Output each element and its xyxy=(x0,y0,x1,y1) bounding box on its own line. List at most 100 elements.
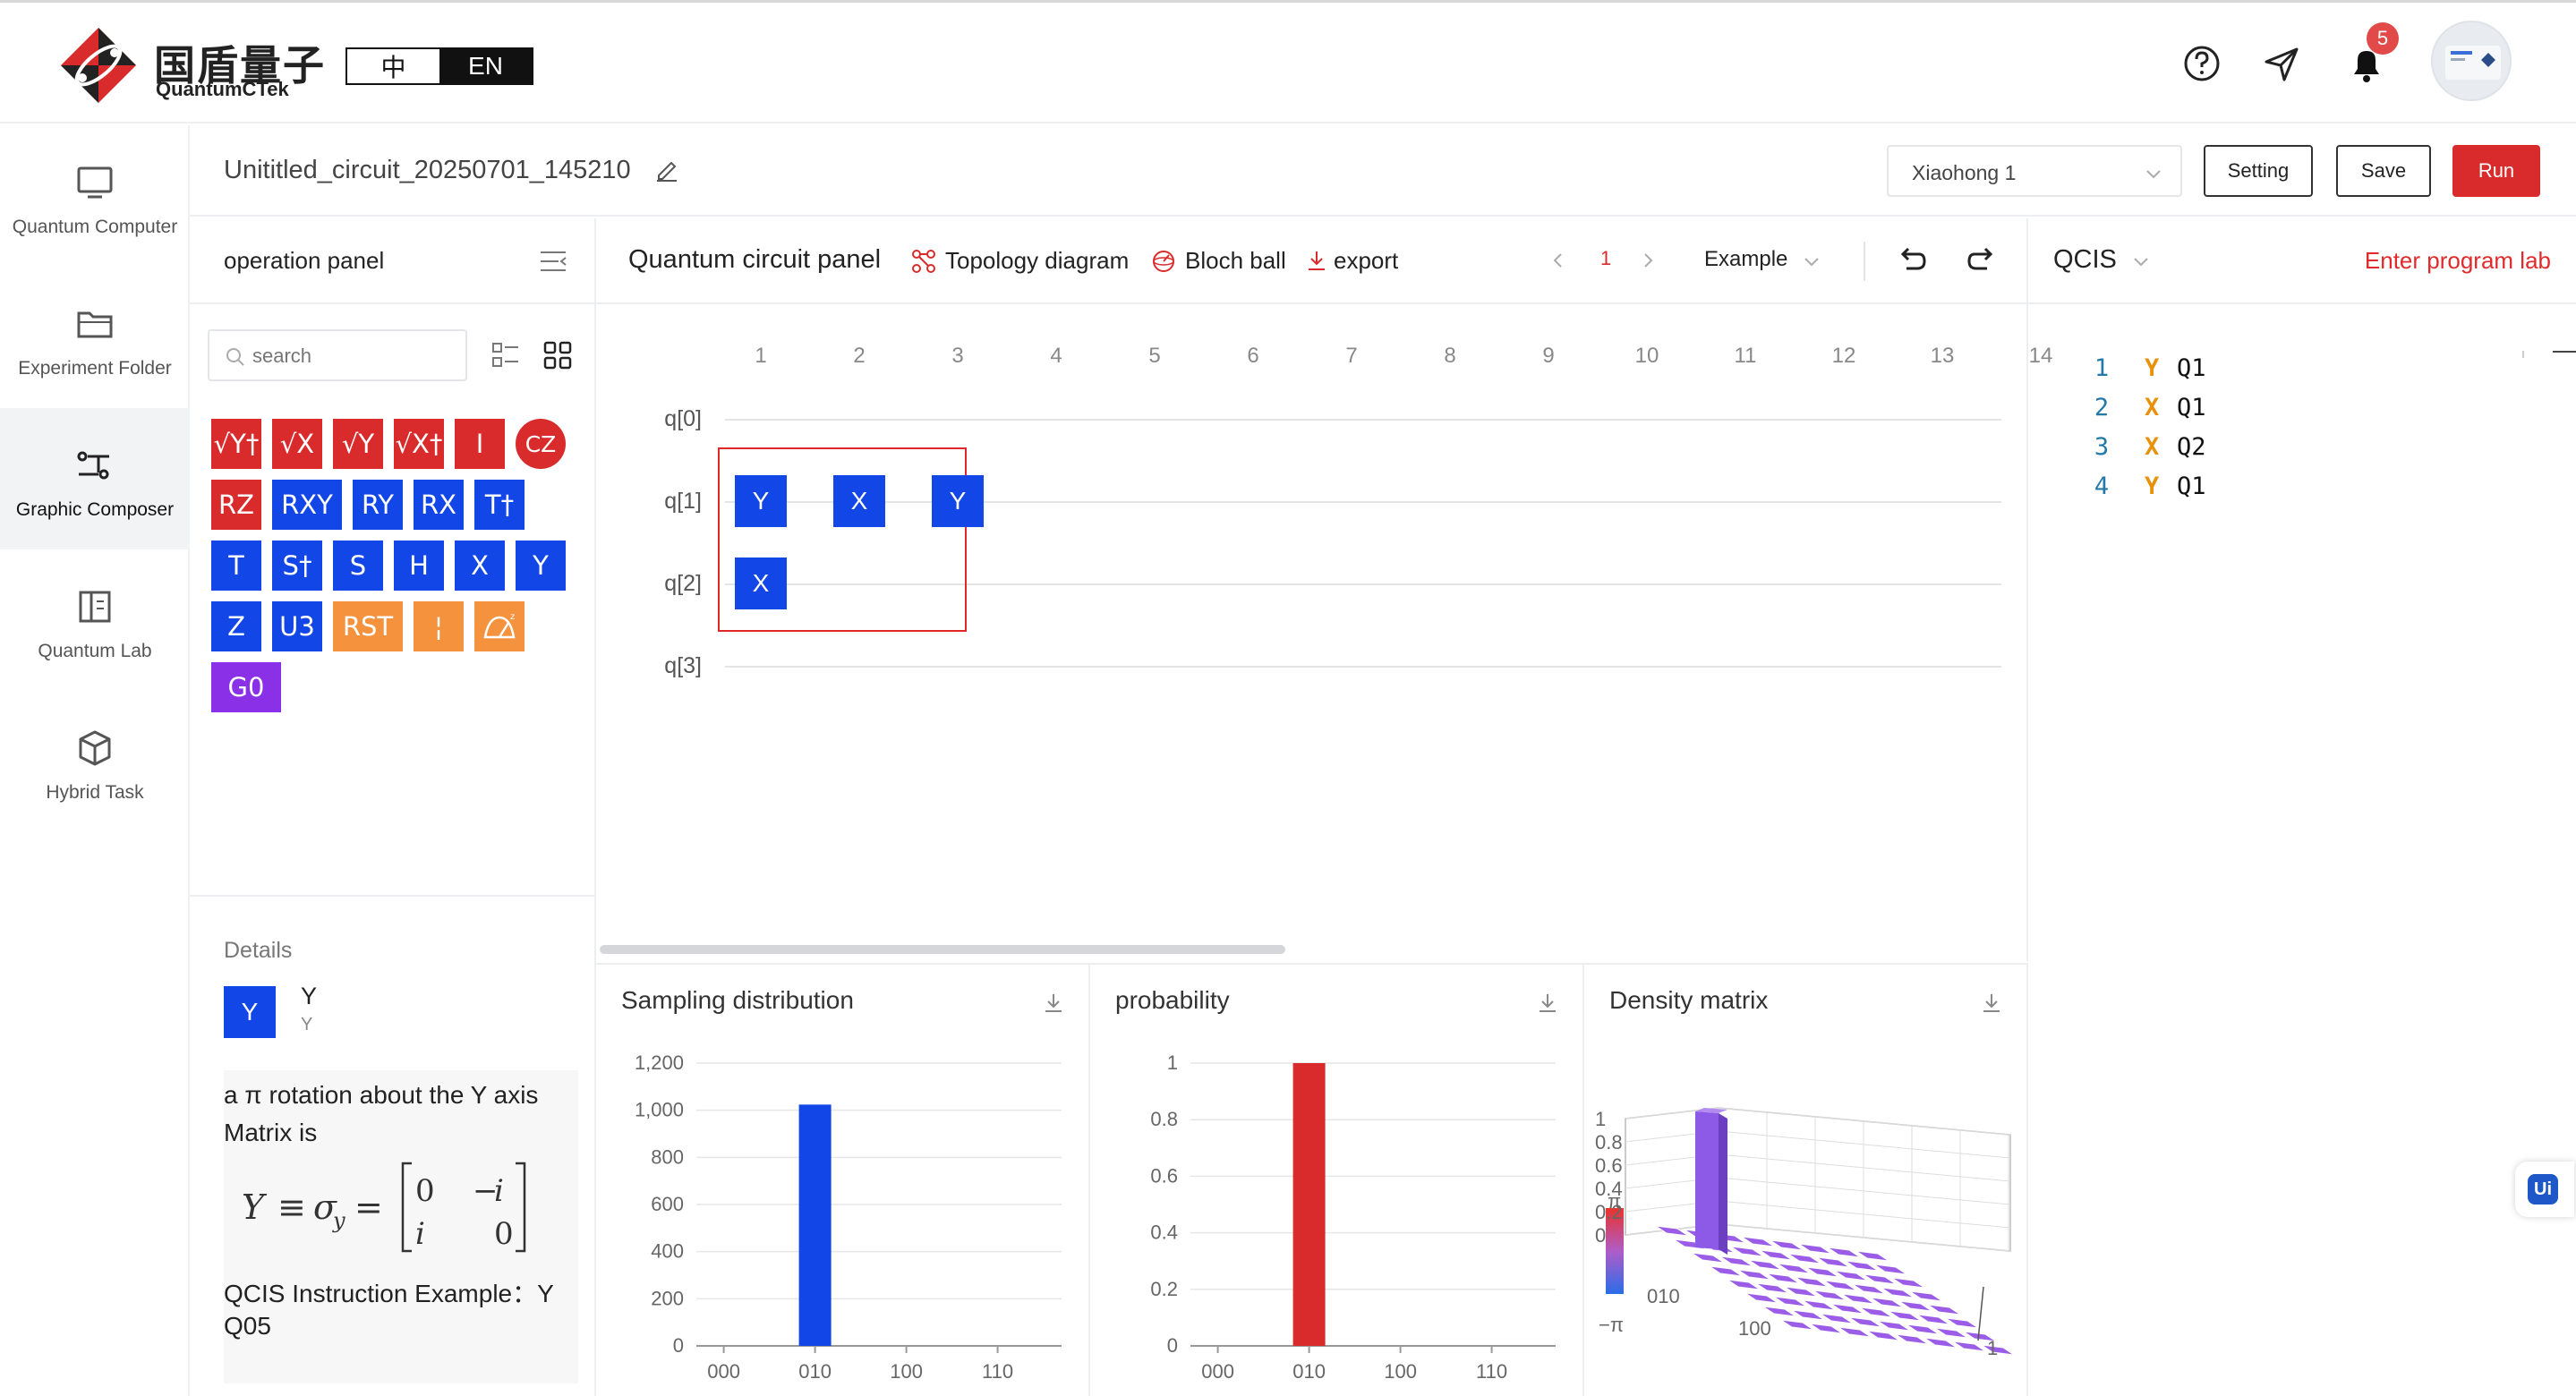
qubit-wire[interactable] xyxy=(725,419,2001,421)
gate-rx[interactable]: RX xyxy=(414,480,464,530)
collapse-menu-icon[interactable] xyxy=(537,245,569,277)
gate-rst[interactable]: RST xyxy=(333,601,403,651)
list-view-icon[interactable] xyxy=(490,340,521,370)
gate-u3[interactable]: U3 xyxy=(272,601,322,651)
qubit-wire[interactable] xyxy=(725,583,2001,585)
help-icon[interactable] xyxy=(2177,38,2227,89)
edit-icon[interactable] xyxy=(653,156,680,183)
download-icon[interactable] xyxy=(1042,992,1065,1015)
y-tick-label: 0.2 xyxy=(1150,1278,1178,1300)
gate-search[interactable] xyxy=(208,329,467,381)
lang-cn-option[interactable]: 中 xyxy=(347,49,439,83)
x-tick-label: 110 xyxy=(982,1360,1013,1383)
grid-view-icon[interactable] xyxy=(542,340,573,370)
details-gate-name: Y xyxy=(301,983,318,1009)
topology-icon[interactable] xyxy=(911,249,936,274)
download-icon[interactable] xyxy=(1305,249,1328,272)
nav-item-hybrid-task[interactable]: Hybrid Task xyxy=(0,691,190,832)
gate-measure[interactable]: z xyxy=(474,601,525,651)
bar[interactable] xyxy=(798,1104,832,1346)
send-icon[interactable] xyxy=(2257,38,2307,89)
setting-button[interactable]: Setting xyxy=(2204,145,2313,197)
density-tile xyxy=(1827,1247,1861,1258)
nav-item-experiment-folder[interactable]: Experiment Folder xyxy=(0,267,190,408)
ui-assistant-button[interactable]: Ui xyxy=(2515,1162,2574,1217)
example-dropdown[interactable]: Example xyxy=(1704,247,1788,271)
editor-minimap-marker xyxy=(2553,351,2576,353)
placed-gate-x[interactable]: X xyxy=(833,475,885,527)
enter-program-lab-link[interactable]: Enter program lab xyxy=(2364,247,2551,274)
density-tile xyxy=(1759,1249,1793,1261)
lang-en-option[interactable]: EN xyxy=(439,49,532,83)
download-icon[interactable] xyxy=(1536,992,1559,1015)
svg-text:i: i xyxy=(415,1216,425,1252)
code-arg: Q2 xyxy=(2177,433,2206,461)
y-tick-label: 1,000 xyxy=(635,1099,684,1121)
bar[interactable] xyxy=(1292,1063,1326,1346)
peak-bar[interactable] xyxy=(1695,1111,1719,1249)
gate-z[interactable]: Z xyxy=(211,601,261,651)
qubit-wire[interactable] xyxy=(725,501,2001,503)
gate-g0[interactable]: G0 xyxy=(211,662,281,712)
download-icon[interactable] xyxy=(1980,992,2003,1015)
gate-t[interactable]: T xyxy=(211,541,261,591)
run-button[interactable]: Run xyxy=(2452,145,2540,197)
computer-select[interactable]: Xiaohong 1 xyxy=(1887,145,2182,197)
gate-i[interactable]: I xyxy=(455,419,505,469)
nav-item-quantum-lab[interactable]: Quantum Lab xyxy=(0,549,190,691)
svg-text:0: 0 xyxy=(415,1173,435,1209)
density-tile xyxy=(1820,1313,1854,1324)
probability-panel: probability 0 0.2 0.4 0.6 0.8 1 000 010 100 110 xyxy=(1090,963,1584,1396)
gate-s-dagger[interactable]: S† xyxy=(272,541,322,591)
peak-bar-side xyxy=(1719,1113,1727,1255)
chevron-down-icon[interactable] xyxy=(2132,252,2150,270)
qcis-panel: QCIS Enter program lab 1 Y Q1 2 X Q1 3 X… xyxy=(2028,218,2576,1396)
gate-y[interactable]: Y xyxy=(516,541,566,591)
qubit-wire[interactable] xyxy=(725,666,2001,668)
density-tile xyxy=(1805,1266,1839,1278)
gate-h[interactable]: H xyxy=(394,541,444,591)
gate-ry[interactable]: RY xyxy=(353,480,403,530)
nav-item-quantum-computer[interactable]: Quantum Computer xyxy=(0,125,190,267)
language-switch[interactable]: 中 EN xyxy=(345,47,533,85)
gate-cz[interactable]: CZ xyxy=(516,419,566,469)
topology-diagram-link[interactable]: Topology diagram xyxy=(945,247,1130,274)
monitor-icon xyxy=(77,166,113,199)
placed-gate-y[interactable]: Y xyxy=(735,475,787,527)
y-tick-label: 0 xyxy=(673,1334,684,1357)
gate-barrier[interactable]: ¦ xyxy=(414,601,464,651)
bell-icon[interactable] xyxy=(2341,38,2392,89)
bloch-ball-link[interactable]: Bloch ball xyxy=(1185,247,1286,274)
gate-t-dagger[interactable]: T† xyxy=(474,480,525,530)
chevron-left-icon[interactable] xyxy=(1548,251,1568,270)
gate-sqrt-x-dagger[interactable]: √X† xyxy=(394,419,444,469)
redo-icon[interactable] xyxy=(1966,243,1998,276)
search-input[interactable] xyxy=(252,342,458,370)
gate-sqrt-y-dagger[interactable]: √Y† xyxy=(211,419,261,469)
gate-s[interactable]: S xyxy=(333,541,383,591)
density-tile xyxy=(1859,1307,1893,1318)
chevron-down-icon[interactable] xyxy=(1803,252,1821,270)
save-button[interactable]: Save xyxy=(2336,145,2431,197)
y-tick-label: 200 xyxy=(651,1287,684,1309)
export-link[interactable]: export xyxy=(1334,247,1399,274)
gate-x[interactable]: X xyxy=(455,541,505,591)
bloch-ball-icon[interactable] xyxy=(1151,249,1176,274)
gate-rxy[interactable]: RXY xyxy=(272,480,342,530)
density-tile xyxy=(1895,1333,1929,1345)
placed-gate-x[interactable]: X xyxy=(735,558,787,609)
gate-rz[interactable]: RZ xyxy=(211,480,261,530)
placed-gate-y[interactable]: Y xyxy=(932,475,984,527)
chevron-right-icon[interactable] xyxy=(1638,251,1658,270)
colorbar-label: π xyxy=(1608,1190,1621,1213)
details-gate-chip: Y xyxy=(224,986,276,1038)
density-tile xyxy=(1823,1280,1857,1291)
column-number: 3 xyxy=(951,344,964,368)
probability-chart: 0 0.2 0.4 0.6 0.8 1 000 010 100 110 xyxy=(1150,1051,1556,1383)
gate-sqrt-x[interactable]: √X xyxy=(272,419,322,469)
nav-item-graphic-composer[interactable]: Graphic Composer xyxy=(0,408,190,549)
undo-icon[interactable] xyxy=(1896,243,1928,276)
avatar[interactable] xyxy=(2431,21,2512,101)
gate-sqrt-y[interactable]: √Y xyxy=(333,419,383,469)
horizontal-scrollbar[interactable] xyxy=(600,945,1285,954)
